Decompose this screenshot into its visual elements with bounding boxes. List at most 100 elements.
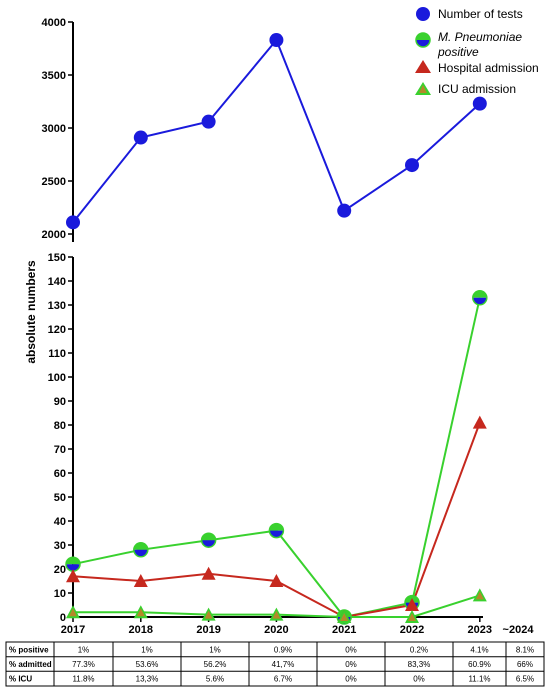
data-point — [200, 532, 217, 548]
data-point — [337, 610, 352, 623]
data-point-inner — [204, 610, 213, 619]
series-line — [72, 297, 481, 619]
data-point-inner — [340, 613, 349, 621]
data-point — [65, 556, 81, 572]
data-point — [66, 569, 80, 583]
table-cell: 0% — [345, 645, 357, 654]
table-row-label: % ICU — [9, 675, 32, 684]
x-tick-label-extra: ~2024 — [503, 624, 535, 636]
data-point-ring — [268, 522, 285, 539]
data-point — [269, 33, 284, 48]
data-point — [66, 215, 80, 230]
table-cell: 1% — [209, 645, 221, 654]
percentage-table: % positive 1% 1% 1% 0.9% 0% 0.2% 4.1% 8.1% % admi… — [5, 641, 545, 687]
table-cell: 1% — [78, 645, 90, 654]
y-tick-label: 100 — [48, 372, 66, 384]
data-point — [405, 610, 419, 623]
table-cell: 0.9% — [274, 645, 292, 654]
table-cell: 83,3% — [408, 660, 431, 669]
data-point-ring — [200, 532, 217, 548]
y-tick-label: 3000 — [42, 123, 66, 135]
data-point — [201, 607, 216, 621]
table-cell: 56.2% — [204, 660, 227, 669]
y-tick-label: 0 — [60, 612, 66, 624]
data-point — [133, 605, 148, 619]
x-tick-label: 2018 — [129, 624, 153, 636]
data-point — [337, 203, 352, 218]
table-cell: 13,3% — [136, 675, 159, 684]
legend-label-hospital: Hospital admission — [438, 61, 539, 75]
legend: Number of tests M. Pneumoniae positive H… — [415, 7, 539, 96]
y-tick-label: 150 — [48, 252, 66, 264]
data-point — [472, 415, 487, 429]
y-tick-label: 4000 — [42, 17, 66, 29]
y-tick-label: 90 — [54, 396, 66, 408]
data-point-inner — [136, 608, 145, 617]
data-point-inner — [69, 608, 77, 617]
table-cell: 11.8% — [72, 675, 94, 684]
y-tick-label: 60 — [54, 468, 66, 480]
y-tick-label: 140 — [48, 276, 66, 288]
data-point-inner — [408, 613, 416, 621]
legend-label-tests: Number of tests — [438, 7, 523, 21]
table-row-label: % positive — [9, 645, 49, 654]
y-tick-label: 20 — [54, 564, 66, 576]
y-tick-label: 50 — [54, 492, 66, 504]
table-cell: 0% — [345, 675, 357, 684]
legend-triangle-icon-green-inner — [419, 85, 427, 93]
y-axis-title: absolute numbers — [24, 260, 38, 364]
data-point — [133, 130, 148, 145]
legend-item-positive: M. Pneumoniae positive — [415, 30, 522, 59]
y-tick-label: 10 — [54, 588, 66, 600]
legend-label-positive: M. Pneumoniae — [438, 30, 522, 44]
y-tick-label: 30 — [54, 540, 66, 552]
data-point — [268, 522, 285, 539]
table-border — [5, 641, 545, 687]
y-tick-label: 40 — [54, 516, 66, 528]
data-point — [66, 605, 80, 619]
table-cell: 6.5% — [516, 675, 534, 684]
data-point — [405, 158, 419, 173]
legend-half-circle-icon-ring — [415, 32, 431, 48]
x-tick-label: 2017 — [61, 624, 85, 636]
table-cell: 1% — [141, 645, 153, 654]
x-tick-label: 2020 — [264, 624, 288, 636]
table-cell: 0% — [413, 675, 425, 684]
data-point-ring — [472, 290, 488, 306]
y-tick-label: 3500 — [42, 70, 66, 82]
data-point-inner — [475, 591, 484, 600]
legend-item-hospital: Hospital admission — [415, 60, 539, 75]
y-tick-label: 120 — [48, 324, 66, 336]
table-cell: 0% — [345, 660, 357, 669]
data-point — [405, 598, 419, 611]
table-cell: 66% — [517, 660, 533, 669]
data-point — [472, 290, 488, 306]
y-tick-label: 80 — [54, 420, 66, 432]
x-tick-label: 2022 — [400, 624, 424, 636]
legend-label-positive-rest: positive — [437, 45, 479, 59]
legend-circle-icon — [416, 7, 430, 21]
legend-label-icu: ICU admission — [438, 82, 516, 96]
data-point — [133, 574, 148, 587]
x-tick-label: 2019 — [196, 624, 220, 636]
data-point — [201, 566, 216, 580]
table-cell: 53.6% — [136, 660, 159, 669]
table-cell: 11.1% — [468, 675, 490, 684]
table-grid — [6, 642, 544, 686]
y-tick-label: 110 — [48, 348, 66, 360]
y-tick-label: 70 — [54, 444, 66, 456]
y-tick-label: 130 — [48, 300, 66, 312]
legend-item-icu: ICU admission — [415, 82, 516, 96]
legend-item-tests: Number of tests — [416, 7, 523, 21]
table-cell: 41,7% — [272, 660, 295, 669]
axis-ticks: 2000 2500 3000 3500 4000 0 10 20 30 40 50 60 70 80 90 1… — [42, 17, 493, 636]
x-tick-label: 2021 — [332, 624, 356, 636]
data-point — [472, 588, 487, 602]
table-cell: 77.3% — [72, 660, 95, 669]
table-cell: 6.7% — [274, 675, 292, 684]
table-cell: 60.9% — [468, 660, 491, 669]
table-cell: 4.1% — [470, 645, 488, 654]
data-point-ring — [133, 542, 149, 558]
table-cell: 0.2% — [410, 645, 428, 654]
